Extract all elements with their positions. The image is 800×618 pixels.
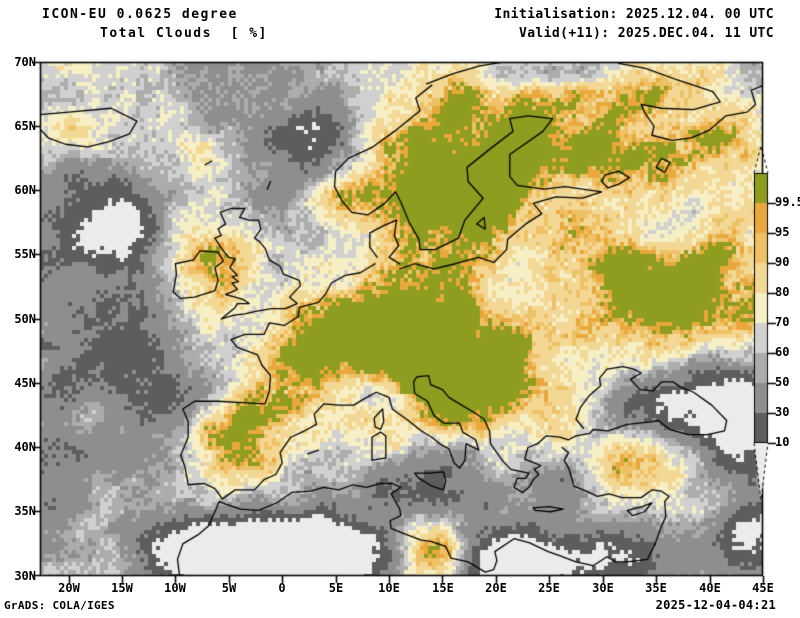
lon-label-35e: 35E (645, 581, 667, 595)
grads-credit: GrADS: COLA/IGES (4, 599, 115, 612)
valid-time-label: Valid(+11): 2025.DEC.04. 11 UTC (518, 26, 774, 41)
colorbar-label-50: 50 (775, 375, 790, 389)
lat-label-40n: 40N (14, 440, 36, 454)
lon-label-40e: 40E (699, 581, 721, 595)
lon-label-20w: 20W (58, 581, 80, 595)
lon-label-25e: 25E (538, 581, 560, 595)
lat-label-65n: 65N (14, 119, 36, 133)
lon-label-0: 0 (278, 581, 286, 595)
lat-label-45n: 45N (14, 376, 36, 390)
variable-title: Total Clouds [ %] (100, 26, 268, 41)
colorbar-label-90: 90 (775, 255, 790, 269)
lat-label-70n: 70N (14, 55, 36, 69)
lat-label-35n: 35N (14, 504, 36, 518)
creation-timestamp: 2025-12-04-04:21 (655, 598, 776, 612)
lon-label-15e: 15E (432, 581, 454, 595)
colorbar-label-70: 70 (775, 315, 790, 329)
lon-label-10w: 10W (164, 581, 186, 595)
lon-label-15w: 15W (111, 581, 133, 595)
colorbar-label-10: 10 (775, 435, 790, 449)
lon-label-30e: 30E (592, 581, 614, 595)
colorbar-label-99-5: 99.5 (775, 195, 800, 209)
model-title: ICON-EU 0.0625 degree (42, 7, 238, 22)
lon-label-5e: 5E (328, 581, 344, 595)
lat-label-55n: 55N (14, 247, 36, 261)
lon-label-10e: 10E (378, 581, 400, 595)
lat-label-50n: 50N (14, 312, 36, 326)
lon-label-45e: 45E (752, 581, 774, 595)
lat-label-60n: 60N (14, 183, 36, 197)
initialisation-label: Initialisation: 2025.12.04. 00 UTC (494, 7, 774, 22)
lon-label-20e: 20E (485, 581, 507, 595)
lon-label-5w: 5W (221, 581, 237, 595)
colorbar-label-80: 80 (775, 285, 790, 299)
colorbar-label-30: 30 (775, 405, 790, 419)
lat-label-30n: 30N (14, 569, 36, 583)
colorbar-label-95: 95 (775, 225, 790, 239)
colorbar-label-60: 60 (775, 345, 790, 359)
